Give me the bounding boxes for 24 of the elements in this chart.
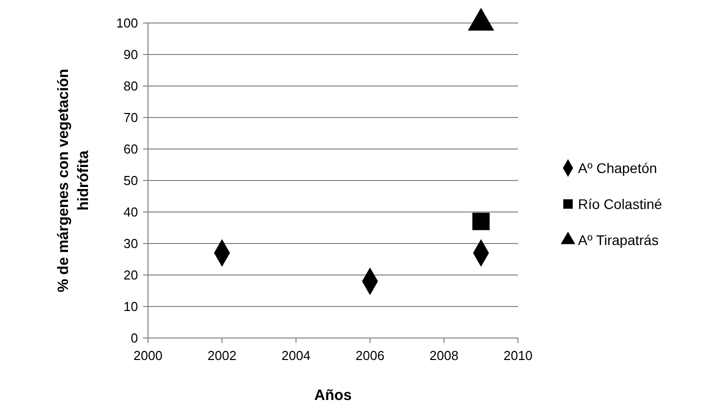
y-tick-label: 10 (124, 299, 138, 314)
point (472, 212, 490, 230)
y-tick-label: 20 (124, 268, 138, 283)
x-tick-label: 2010 (504, 348, 532, 363)
y-tick-label: 80 (124, 78, 138, 94)
x-tick-label: 2000 (134, 348, 162, 363)
y-tick-label: 50 (124, 173, 138, 188)
legend-label: Río Colastiné (578, 196, 662, 212)
y-tick-label: 100 (116, 16, 138, 31)
x-tick-label: 2004 (282, 348, 310, 363)
x-tick-label: 2006 (356, 348, 384, 363)
x-tick-label: 2008 (430, 348, 458, 363)
x-tick-label: 2002 (208, 348, 236, 363)
point (468, 8, 494, 31)
legend-label: Aº Chapetón (578, 160, 658, 176)
x-axis-title: Años (314, 387, 352, 404)
y-axis-title: % de márgenes con vegetación hidrófita (55, 68, 92, 292)
y-tick-label: 60 (124, 142, 138, 157)
y-tick-label: 40 (124, 204, 138, 220)
y-tick-label: 90 (124, 47, 138, 62)
y-tick-label: 70 (124, 110, 138, 126)
legend-label: Aº Tirapatrás (578, 232, 659, 248)
y-tick-label: 0 (130, 330, 138, 346)
y-tick-label: 30 (124, 236, 138, 252)
